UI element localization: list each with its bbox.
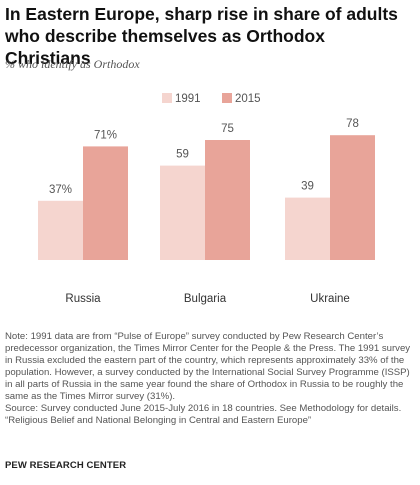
- notes-block: Note: 1991 data are from “Pulse of Europ…: [5, 331, 415, 427]
- bar-chart: 1991 2015 37% 71% Russia 59 75 Bulgaria 39 78 Ukra…: [38, 93, 375, 305]
- source-text: Source: Survey conducted June 2015-July …: [5, 403, 402, 414]
- value-label-russia-2015: 71%: [94, 129, 117, 141]
- legend-label-1991: 1991: [175, 93, 201, 105]
- category-label-russia: Russia: [65, 293, 101, 305]
- bar-bulgaria-2015: [205, 140, 250, 260]
- category-label-ukraine: Ukraine: [310, 293, 350, 305]
- bar-russia-2015: [83, 146, 128, 260]
- category-label-bulgaria: Bulgaria: [184, 293, 227, 305]
- value-label-bulgaria-1991: 59: [176, 149, 189, 161]
- bar-russia-1991: [38, 200, 83, 260]
- report-title: “Religious Belief and National Belonging…: [5, 415, 312, 426]
- brand-logo-text: PEW RESEARCH CENTER: [5, 460, 127, 471]
- bar-ukraine-2015: [330, 135, 375, 260]
- value-label-ukraine-1991: 39: [301, 181, 314, 193]
- value-label-russia-1991: 37%: [49, 184, 72, 196]
- chart-subtitle: % who identify as Orthodox: [5, 57, 140, 71]
- note-text: Note: 1991 data are from “Pulse of Europ…: [5, 331, 411, 402]
- bar-bulgaria-1991: [160, 165, 205, 260]
- bar-ukraine-1991: [285, 197, 330, 260]
- legend-label-2015: 2015: [235, 93, 261, 105]
- legend-swatch-1991: [162, 93, 172, 103]
- value-label-bulgaria-2015: 75: [221, 123, 234, 135]
- chart-title: In Eastern Europe, sharp rise in share o…: [5, 4, 398, 68]
- value-label-ukraine-2015: 78: [346, 118, 359, 130]
- legend-swatch-2015: [222, 93, 232, 103]
